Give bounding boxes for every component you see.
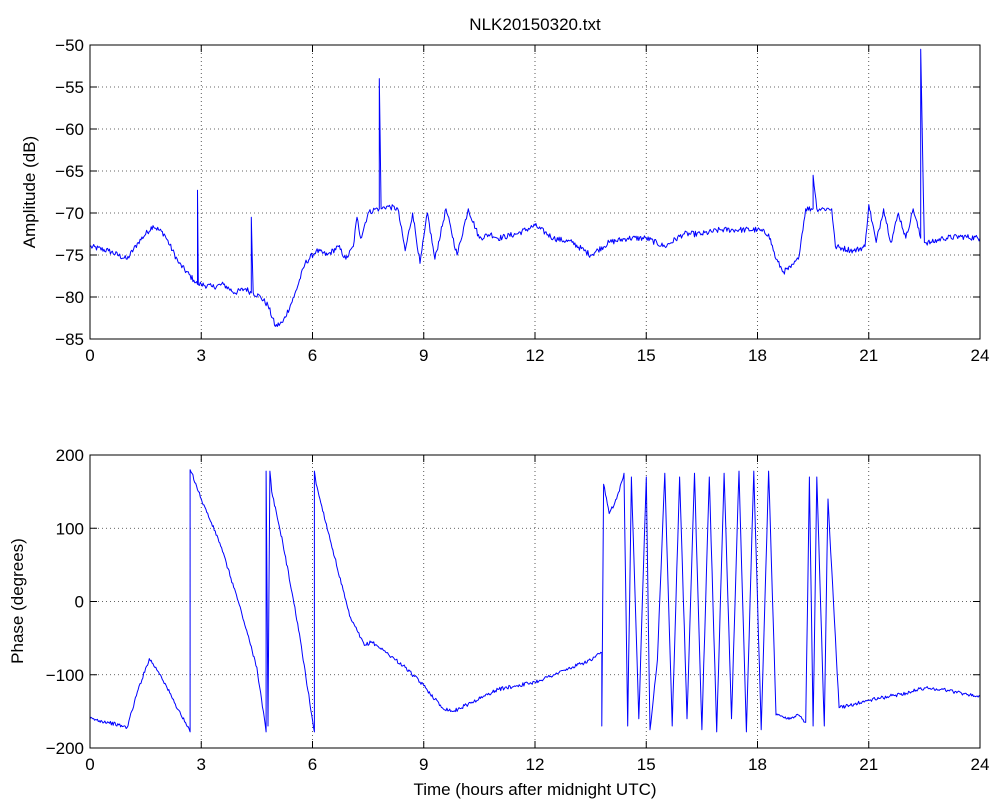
amplitude-frame — [89, 44, 981, 340]
phase-xtick-label: 9 — [419, 755, 428, 774]
amplitude-ylabel: Amplitude (dB) — [20, 136, 39, 248]
phase-ytick-label: −200 — [46, 739, 84, 758]
amplitude-ytick-label: −50 — [55, 36, 84, 55]
amplitude-ticks: 0 3 6 9 12 15 18 21 24 −85 −80 −75 −70 −65 −60 −55 −50 — [55, 36, 989, 365]
amplitude-ytick-label: −80 — [55, 288, 84, 307]
amplitude-ytick-label: −70 — [55, 204, 84, 223]
amplitude-xtick-label: 12 — [526, 346, 545, 365]
amplitude-xtick-label: 18 — [748, 346, 767, 365]
phase-xtick-label: 3 — [197, 755, 206, 774]
phase-frame — [89, 454, 981, 749]
amplitude-xtick-label: 9 — [419, 346, 428, 365]
amplitude-xtick-label: 3 — [197, 346, 206, 365]
amplitude-series-line — [89, 48, 981, 327]
phase-ticks: 0 3 6 9 12 15 18 21 24 −200 −100 0 100 200 — [46, 446, 990, 774]
amplitude-ytick-label: −65 — [55, 162, 84, 181]
amplitude-xtick-label: 0 — [85, 346, 94, 365]
phase-xtick-label: 6 — [308, 755, 317, 774]
phase-ylabel: Phase (degrees) — [8, 538, 27, 664]
amplitude-ytick-label: −85 — [55, 330, 84, 349]
phase-series-line — [89, 469, 981, 733]
phase-xtick-label: 18 — [748, 755, 767, 774]
phase-xtick-label: 24 — [971, 755, 990, 774]
amplitude-traces — [89, 48, 981, 327]
phase-xlabel: Time (hours after midnight UTC) — [413, 780, 656, 799]
phase-ytick-label: −100 — [46, 666, 84, 685]
amplitude-xtick-label: 15 — [637, 346, 656, 365]
phase-ytick-label: 100 — [56, 519, 84, 538]
phase-xtick-label: 21 — [859, 755, 878, 774]
phase-panel: 0 3 6 9 12 15 18 21 24 −200 −100 0 100 200 Time (hour… — [8, 446, 989, 799]
amplitude-grid — [90, 45, 980, 339]
amplitude-xtick-label: 24 — [971, 346, 990, 365]
amplitude-xtick-label: 6 — [308, 346, 317, 365]
phase-traces — [89, 469, 981, 733]
amplitude-panel: 0 3 6 9 12 15 18 21 24 −85 −80 −75 −70 −65 −60 −55 −50 N… — [20, 15, 989, 365]
amplitude-xtick-label: 21 — [859, 346, 878, 365]
phase-xtick-label: 0 — [85, 755, 94, 774]
phase-xtick-label: 12 — [526, 755, 545, 774]
chart-title: NLK20150320.txt — [469, 15, 601, 34]
amplitude-ytick-label: −75 — [55, 246, 84, 265]
amplitude-ytick-label: −55 — [55, 78, 84, 97]
phase-ytick-label: 200 — [56, 446, 84, 465]
phase-ytick-label: 0 — [75, 593, 84, 612]
amplitude-ytick-label: −60 — [55, 120, 84, 139]
phase-xtick-label: 15 — [637, 755, 656, 774]
